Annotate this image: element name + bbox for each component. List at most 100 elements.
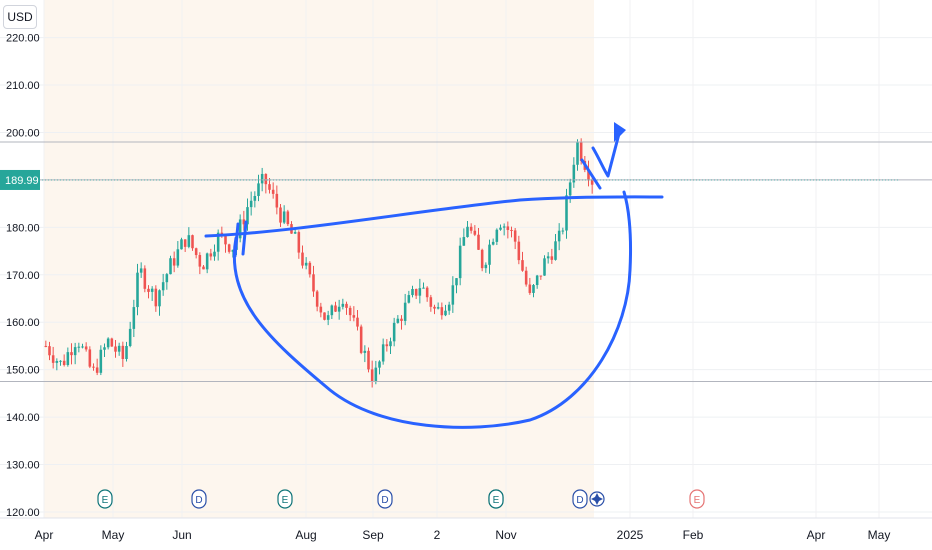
candle-body: [510, 229, 513, 231]
candle-body: [198, 255, 202, 267]
candle-body: [334, 305, 337, 312]
x-tick-label: 2025: [617, 528, 644, 542]
candle-body: [242, 219, 246, 225]
candle-body: [528, 284, 532, 293]
x-tick-label: Nov: [495, 528, 516, 542]
candle-body: [176, 249, 180, 266]
candle-body: [535, 275, 539, 286]
candle-body: [143, 268, 147, 289]
earnings-marker-label: E: [282, 495, 289, 506]
earnings-marker-label: E: [493, 495, 500, 506]
future-earnings-marker-label: E: [694, 495, 701, 506]
candle-body: [561, 230, 565, 232]
candle-body: [370, 369, 374, 382]
candle-body: [565, 195, 568, 231]
candle-body: [407, 295, 411, 303]
candle-body: [158, 290, 161, 307]
candle-body: [403, 302, 407, 321]
earnings-marker[interactable]: [488, 489, 504, 509]
candle-body: [392, 322, 396, 342]
earnings-marker[interactable]: [97, 489, 113, 509]
candle-body: [440, 307, 444, 316]
candle-body: [374, 367, 378, 382]
candle-body: [202, 266, 205, 270]
dividend-marker[interactable]: [377, 489, 393, 509]
candle-body: [352, 315, 356, 318]
candle-body: [264, 173, 268, 185]
y-tick-label: 180.00: [6, 222, 40, 234]
event-markers[interactable]: EEEEDDDE: [97, 489, 705, 509]
earnings-marker[interactable]: [277, 489, 293, 509]
candle-body: [411, 289, 414, 296]
cup-drawing: [232, 190, 633, 429]
candle-body: [480, 249, 484, 269]
candle-body: [378, 361, 381, 368]
candle-body: [455, 278, 458, 286]
dividend-marker-label: D: [195, 495, 202, 506]
candle-body: [66, 352, 70, 365]
candle-body: [194, 248, 198, 256]
neckline-drawing: [204, 195, 664, 238]
y-tick-label: 170.00: [6, 270, 40, 282]
candle-body: [48, 346, 51, 356]
candle-body: [125, 346, 128, 359]
candle-body: [249, 200, 253, 208]
candle-body: [180, 239, 183, 250]
candle-body: [429, 297, 433, 307]
future-earnings-marker[interactable]: [689, 489, 705, 509]
candle-body: [73, 347, 77, 356]
candle-body: [183, 239, 187, 247]
candle-body: [84, 346, 88, 350]
candle-body: [99, 349, 103, 373]
x-tick-label: Apr: [35, 528, 54, 542]
candle-body: [286, 211, 290, 225]
candle-body: [579, 142, 583, 161]
dividend-marker[interactable]: [572, 489, 588, 509]
candle-body: [488, 244, 491, 265]
candle-body: [191, 235, 194, 249]
candle-body: [389, 341, 392, 347]
x-tick-label: Apr: [807, 528, 826, 542]
candle-body: [88, 349, 92, 367]
candle-body: [238, 219, 242, 239]
candle-body: [165, 274, 169, 283]
candle-body: [297, 232, 301, 253]
candle-body: [319, 306, 323, 313]
candle-body: [70, 352, 73, 356]
y-tick-label: 160.00: [6, 317, 40, 329]
candle-body: [539, 275, 543, 277]
candle-body: [312, 274, 315, 292]
candle-body: [367, 350, 370, 370]
candle-body: [425, 287, 429, 298]
candle-body: [55, 361, 59, 363]
grid: [0, 0, 932, 518]
candle-body: [326, 315, 330, 320]
candle-body: [323, 312, 326, 320]
candle-body: [301, 252, 304, 266]
dividend-marker[interactable]: [191, 489, 207, 509]
candle-body: [81, 346, 84, 348]
candle-body: [348, 307, 352, 316]
y-tick-label: 150.00: [6, 365, 40, 377]
candle-body: [359, 326, 363, 353]
candle-body: [506, 226, 510, 230]
candle-body: [462, 237, 466, 246]
candle-body: [433, 306, 436, 309]
candle-body: [521, 260, 524, 271]
candle-body: [257, 183, 260, 197]
candle-body: [576, 142, 579, 165]
y-tick-label: 130.00: [6, 460, 40, 472]
chart-background: [44, 0, 594, 518]
candle-body: [590, 180, 594, 185]
currency-badge[interactable]: USD: [3, 5, 37, 29]
candle-body: [532, 285, 535, 293]
candle-body: [444, 310, 447, 316]
candle-body: [132, 307, 136, 329]
candle-body: [95, 367, 99, 373]
x-tick-label: Jun: [172, 528, 191, 542]
candle-body: [341, 303, 345, 307]
candle-body: [345, 303, 348, 308]
candle-body: [224, 235, 227, 245]
